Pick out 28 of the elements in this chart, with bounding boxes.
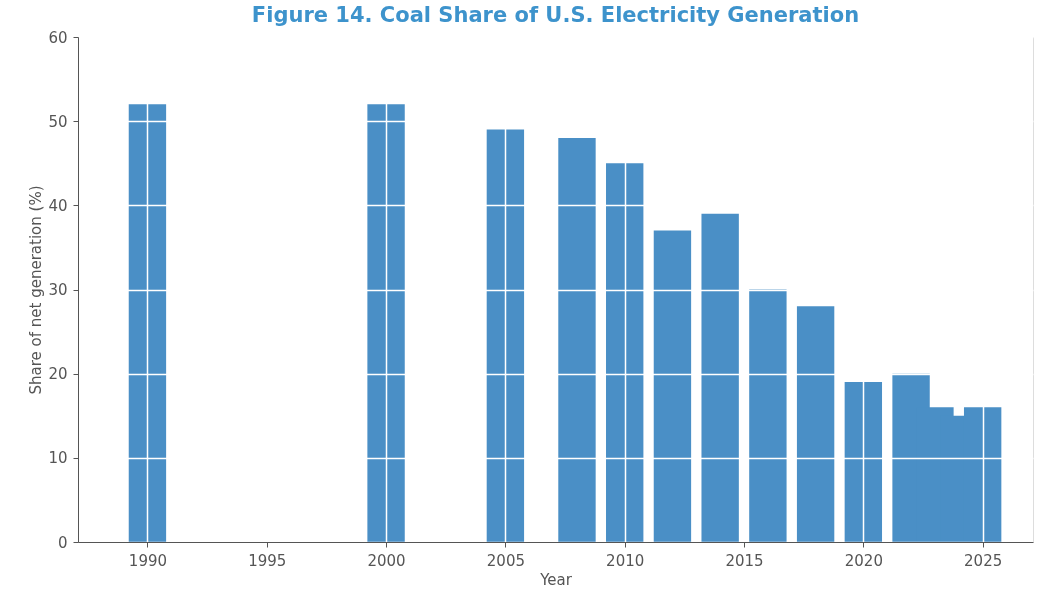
bar xyxy=(844,382,883,542)
y-tick-label: 20 xyxy=(48,365,68,384)
x-tick-label: 2000 xyxy=(367,551,406,570)
bar xyxy=(796,306,835,542)
bar xyxy=(701,213,739,542)
bar xyxy=(128,104,167,542)
y-tick-label: 50 xyxy=(48,112,68,131)
bar xyxy=(653,230,692,542)
x-tick-label: 2025 xyxy=(964,551,1003,570)
bar xyxy=(367,104,405,542)
y-axis-title: Share of net generation (%) xyxy=(27,185,46,395)
y-tick-label: 30 xyxy=(48,281,68,299)
bar xyxy=(486,129,525,542)
bar xyxy=(749,289,787,542)
x-tick-label: 1990 xyxy=(128,551,168,570)
chart-title: Figure 14. Coal Share of U.S. Electricity Generation xyxy=(251,3,860,27)
x-axis-title: Year xyxy=(539,570,573,589)
y-tick-label: 60 xyxy=(48,28,68,47)
y-tick-label: 40 xyxy=(48,196,68,215)
x-tick-label: 1995 xyxy=(248,551,287,570)
y-tick-label: 0 xyxy=(57,533,68,552)
x-tick-label: 2020 xyxy=(844,551,883,570)
bar xyxy=(606,163,644,542)
y-tick-label: 10 xyxy=(48,449,68,468)
x-tick-label: 2015 xyxy=(725,551,764,570)
x-tick-label: 2010 xyxy=(606,551,645,570)
bar xyxy=(558,138,596,542)
x-tick-label: 2005 xyxy=(486,551,525,570)
